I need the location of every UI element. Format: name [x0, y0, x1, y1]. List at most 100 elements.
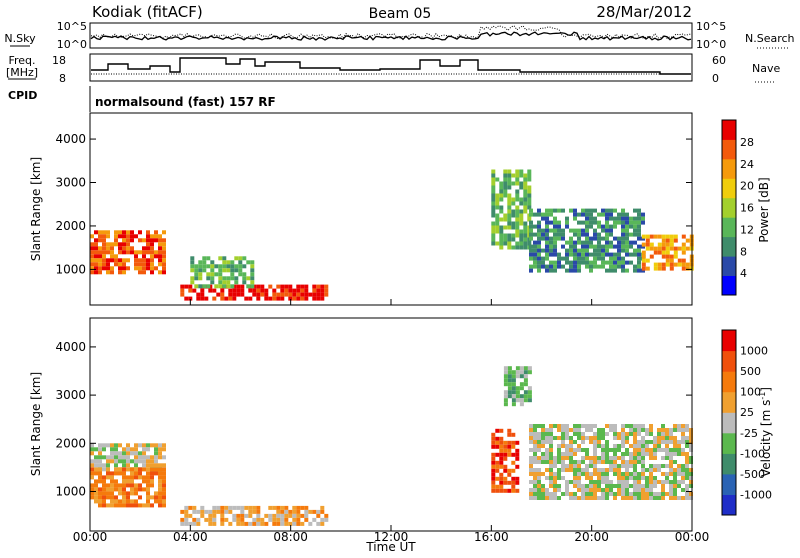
- heatmap-cell: [661, 480, 665, 484]
- heatmap-cell: [581, 436, 585, 440]
- heatmap-cell: [649, 234, 654, 239]
- heatmap-cell: [142, 266, 146, 271]
- heatmap-cell: [503, 382, 508, 387]
- heatmap-cell: [601, 496, 605, 500]
- heatmap-cell: [515, 448, 520, 453]
- heatmap-cell: [220, 292, 225, 297]
- heatmap-cell: [268, 517, 273, 522]
- heatmap-cell: [519, 229, 524, 234]
- heatmap-cell: [609, 264, 613, 269]
- heatmap-cell: [641, 262, 646, 267]
- heatmap-cell: [677, 496, 681, 500]
- heatmap-cell: [617, 456, 621, 460]
- heatmap-cell: [158, 475, 162, 480]
- heatmap-cell: [549, 208, 553, 213]
- heatmap-cell: [613, 256, 617, 261]
- heatmap-cell: [553, 248, 557, 253]
- colorbar-swatch: [722, 350, 736, 372]
- heatmap-cell: [597, 240, 601, 245]
- heatmap-cell: [218, 264, 223, 269]
- heatmap-cell: [633, 448, 637, 452]
- heatmap-cell: [621, 480, 625, 484]
- heatmap-cell: [589, 492, 593, 496]
- heatmap-cell: [545, 440, 549, 444]
- heatmap-cell: [685, 246, 690, 251]
- heatmap-cell: [218, 280, 223, 285]
- heatmap-cell: [126, 495, 130, 500]
- heatmap-cell: [246, 276, 251, 281]
- heatmap-cell: [613, 260, 617, 265]
- heatmap-cell: [621, 432, 625, 436]
- heatmap-cell: [224, 296, 229, 301]
- heatmap-cell: [553, 484, 557, 488]
- heatmap-cell: [495, 484, 500, 489]
- heatmap-cell: [553, 264, 557, 269]
- colorbar-tick-label: 20: [740, 180, 754, 193]
- heatmap-cell: [106, 495, 110, 500]
- heatmap-cell: [126, 242, 130, 247]
- heatmap-cell: [569, 244, 573, 249]
- heatmap-cell: [581, 252, 585, 257]
- heatmap-cell: [605, 460, 609, 464]
- heatmap-cell: [210, 276, 215, 281]
- heatmap-cell: [519, 245, 524, 250]
- heatmap-cell: [503, 448, 508, 453]
- heatmap-cell: [641, 424, 645, 428]
- heatmap-cell: [236, 521, 241, 526]
- heatmap-cell: [304, 513, 309, 518]
- heatmap-cell: [557, 488, 561, 492]
- heatmap-cell: [130, 499, 134, 504]
- heatmap-cell: [689, 440, 693, 444]
- heatmap-cell: [276, 505, 281, 510]
- heatmap-cell: [569, 236, 573, 241]
- heatmap-cell: [102, 487, 106, 492]
- heatmap-cell: [577, 444, 581, 448]
- heatmap-cell: [162, 254, 166, 259]
- heatmap-cell: [527, 386, 532, 391]
- heatmap-cell: [565, 428, 569, 432]
- heatmap-cell: [573, 232, 577, 237]
- heatmap-cell: [138, 455, 142, 460]
- heatmap-cell: [491, 237, 496, 242]
- heatmap-cell: [503, 181, 508, 186]
- heatmap-cell: [569, 496, 573, 500]
- heatmap-cell: [194, 268, 199, 273]
- heatmap-cell: [645, 496, 649, 500]
- heatmap-cell: [284, 521, 289, 526]
- heatmap-cell: [685, 464, 689, 468]
- heatmap-cell: [503, 488, 508, 493]
- heatmap-cell: [519, 237, 524, 242]
- heatmap-cell: [316, 288, 321, 293]
- heatmap-cell: [292, 505, 297, 510]
- heatmap-cell: [589, 236, 593, 241]
- heatmap-cell: [218, 272, 223, 277]
- heatmap-cell: [645, 238, 650, 243]
- colorbar-frame: [721, 119, 737, 296]
- heatmap-cell: [629, 496, 633, 500]
- heatmap-cell: [150, 471, 154, 476]
- heatmap-cell: [637, 260, 641, 265]
- heatmap-cell: [601, 252, 605, 257]
- heatmap-cell: [553, 240, 557, 245]
- heatmap-cell: [637, 452, 641, 456]
- heatmap-cell: [545, 428, 549, 432]
- colorbar-tick-label: 25: [740, 406, 754, 419]
- velocity-colorbar-label-main: Velocity [m s: [759, 400, 773, 477]
- heatmap-cell: [677, 428, 681, 432]
- heatmap-cell: [110, 451, 114, 456]
- heatmap-cell: [625, 260, 629, 265]
- heatmap-cell: [533, 440, 537, 444]
- heatmap-cell: [515, 452, 520, 457]
- heatmap-cell: [507, 221, 512, 226]
- heatmap-cell: [661, 464, 665, 468]
- x-tick-label: 08:00: [273, 530, 308, 544]
- heatmap-cell: [645, 242, 650, 247]
- heatmap-cell: [138, 451, 142, 456]
- heatmap-cell: [126, 499, 130, 504]
- heatmap-cell: [507, 366, 512, 371]
- heatmap-cell: [240, 521, 245, 526]
- heatmap-cell: [609, 240, 613, 245]
- heatmap-cell: [194, 264, 199, 269]
- heatmap-cell: [545, 492, 549, 496]
